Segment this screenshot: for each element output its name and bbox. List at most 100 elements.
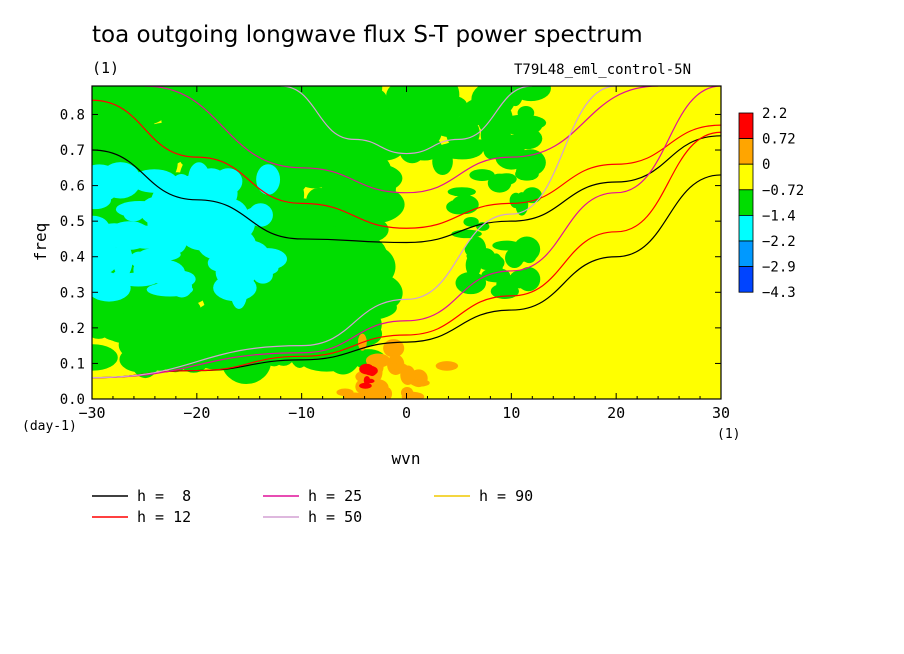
field-patch-1	[435, 142, 475, 159]
y-tick-label: 0.3	[60, 285, 85, 301]
y-units-label: (day-1)	[22, 419, 77, 434]
series-line-7	[280, 86, 533, 155]
field-patch-4	[400, 365, 416, 385]
field-patch-4	[387, 362, 408, 371]
field-patch-1	[368, 89, 388, 114]
legend-label: h = 12	[137, 508, 191, 526]
x-tick-label: −20	[183, 404, 210, 422]
y-tick-label: 0.6	[60, 179, 85, 195]
field-patch-3	[213, 274, 257, 302]
colorbar-label: −1.4	[762, 208, 796, 224]
field-patch-4	[410, 379, 430, 387]
colorbar-swatch	[738, 112, 754, 140]
field-patch-0	[118, 328, 172, 362]
field-patch-2	[469, 169, 495, 181]
axes: −30 −20 −10 0 10 20 30 0.0 0.1 0.2 0.3 0.4 0.5 0.6 0.7…	[22, 86, 740, 468]
field-patch-3	[159, 226, 181, 253]
field-patch-2	[487, 173, 512, 193]
field-patch-0	[350, 217, 389, 243]
field-patch-0	[115, 123, 172, 144]
field-patch-3	[96, 223, 132, 245]
field-patch-0	[279, 157, 317, 186]
field-patch-3	[130, 169, 178, 193]
colorbar-label: −4.3	[762, 285, 796, 301]
y-tick-label: 0.8	[60, 107, 85, 123]
field-patch-0	[234, 113, 279, 141]
x-tick-label: −30	[78, 404, 105, 422]
heatmap-field	[92, 86, 721, 399]
field-patch-2	[515, 167, 539, 181]
field-patch-2	[505, 249, 531, 263]
chart-title: toa outgoing longwave flux S-T power spe…	[92, 22, 643, 48]
field-patch-3	[99, 162, 141, 199]
field-patch-0	[174, 330, 213, 373]
legend-label: h = 90	[479, 487, 533, 505]
y-tick-label: 0.4	[60, 250, 85, 266]
series-line-5	[92, 86, 721, 379]
colorbar-label: −0.72	[762, 183, 804, 199]
colorbar-label: 0.72	[762, 132, 796, 148]
field-patch-2	[471, 279, 486, 290]
field-patch-3	[213, 228, 257, 262]
field-patch-2	[481, 267, 511, 283]
field-patch-3	[92, 269, 120, 296]
field-patch-1	[399, 136, 426, 164]
field-patch-0	[92, 344, 118, 371]
field-patch-3	[243, 260, 279, 276]
field-patch-2	[509, 192, 523, 209]
y-axis-label: freq	[31, 223, 50, 262]
field-patch-1	[500, 86, 527, 97]
field-patch-0	[339, 162, 403, 194]
field-patch-4	[365, 353, 391, 368]
field-patch-1	[390, 86, 434, 111]
legend: h = 8 h = 25 h = 90 h = 12 h = 50	[92, 487, 533, 526]
field-patch-4	[336, 388, 354, 397]
series-line-6	[92, 86, 617, 379]
field-patch-0	[277, 198, 311, 217]
field-patch-3	[92, 260, 106, 276]
field-patch-1	[425, 121, 442, 144]
field-patch-2	[466, 251, 482, 261]
field-patch-1	[292, 123, 327, 137]
field-patch-0	[324, 204, 363, 226]
x-tick-label: −10	[288, 404, 315, 422]
field-patch-3	[117, 272, 159, 287]
legend-label: h = 25	[308, 487, 362, 505]
series-line-3	[92, 131, 721, 379]
field-patch-2	[463, 217, 479, 227]
x-units-label: (1)	[717, 427, 740, 442]
colorbar-swatch	[738, 240, 754, 268]
y-tick-label: 0.7	[60, 143, 85, 159]
colorbar-swatch	[738, 266, 754, 293]
field-patch-0	[282, 86, 307, 134]
field-patch-5	[359, 382, 372, 389]
field-patch-5	[366, 378, 375, 384]
field-patch-3	[256, 164, 281, 195]
field-patch-3	[152, 195, 181, 218]
field-patch-4	[383, 339, 405, 358]
field-patch-1	[483, 139, 500, 160]
field-patch-1	[305, 131, 325, 159]
y-tick-label: 0.1	[60, 356, 85, 372]
colorbar-label: −2.2	[762, 234, 796, 250]
field-patch-5	[363, 365, 378, 376]
dispersion-curves	[92, 86, 721, 379]
field-patch-2	[447, 187, 476, 197]
colorbar-label: 2.2	[762, 106, 787, 122]
field-patch-2	[451, 194, 479, 215]
x-axis-label: wvn	[392, 449, 421, 468]
legend-label: h = 8	[137, 487, 191, 505]
y-tick-label: 0.2	[60, 321, 85, 337]
field-patch-1	[486, 118, 520, 133]
field-patch-3	[112, 242, 133, 279]
field-patch-0	[276, 298, 303, 327]
field-patch-3	[244, 206, 273, 223]
field-patch-1	[345, 137, 366, 165]
field-patch-2	[487, 255, 505, 270]
field-patch-3	[146, 282, 194, 297]
field-patch-1	[472, 91, 492, 123]
x-tick-label: 30	[712, 404, 730, 422]
chart-subtitle-experiment: T79L48_eml_control-5N	[514, 62, 692, 78]
field-patch-0	[340, 271, 403, 315]
field-patch-3	[171, 173, 192, 198]
